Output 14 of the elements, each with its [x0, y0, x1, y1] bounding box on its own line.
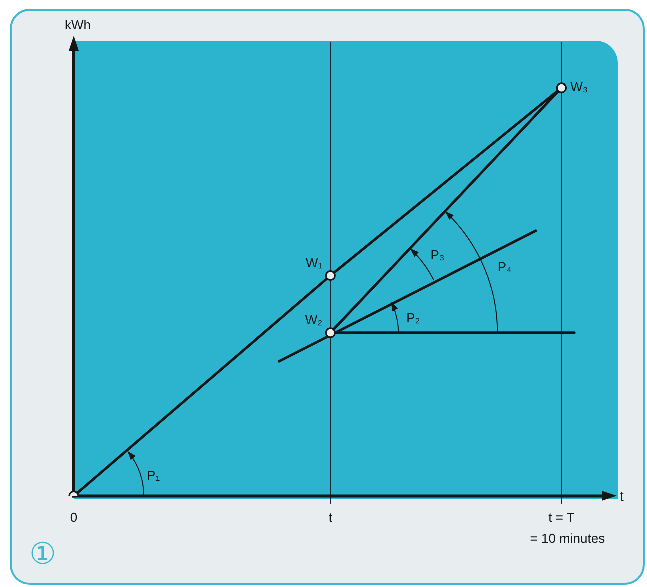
x-tick-label: t — [328, 510, 333, 526]
annotation: W₂ — [305, 312, 323, 328]
text: ① — [30, 536, 56, 572]
annotation: P₃ — [430, 247, 445, 262]
annotation: P₁ — [147, 468, 161, 483]
x-axis-title: t — [620, 488, 624, 504]
annotation: P₂ — [406, 310, 420, 326]
text: = 10 minutes — [530, 530, 606, 546]
annotation: W₁ — [306, 255, 324, 270]
annotation: W₃ — [570, 80, 588, 95]
y-axis-title: kWh — [65, 18, 91, 33]
x-tick-label: t = T — [548, 510, 575, 526]
x-tick-label: 0 — [70, 510, 78, 526]
annotation: P₄ — [498, 259, 512, 274]
